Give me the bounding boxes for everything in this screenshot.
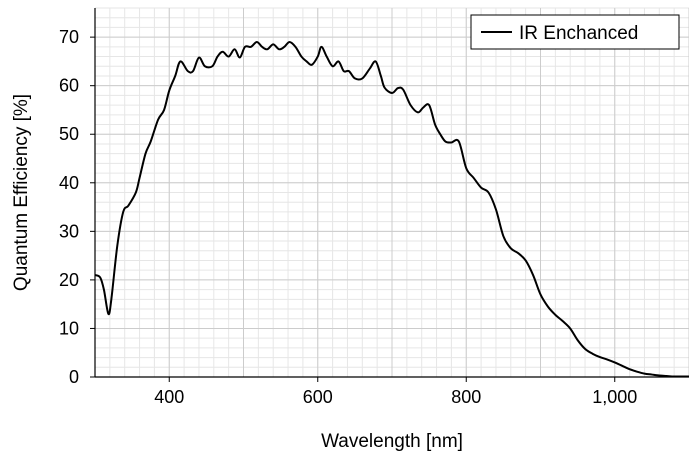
x-tick-label: 800 <box>451 387 481 407</box>
x-tick-label: 1,000 <box>592 387 637 407</box>
y-tick-label: 50 <box>59 124 79 144</box>
y-tick-label: 0 <box>69 367 79 387</box>
y-tick-label: 30 <box>59 221 79 241</box>
legend-label: IR Enchanced <box>519 23 638 44</box>
y-axis-title: Quantum Efficiency [%] <box>11 94 32 291</box>
legend: IR Enchanced <box>470 14 680 50</box>
tick-labels: 400 600 800 1,000 0 10 20 30 40 50 60 70 <box>59 27 637 407</box>
y-tick-label: 20 <box>59 270 79 290</box>
x-tick-label: 400 <box>154 387 184 407</box>
x-axis-title: Wavelength [nm] <box>321 431 463 452</box>
axes <box>90 8 689 382</box>
y-tick-label: 60 <box>59 76 79 96</box>
series-line-0 <box>94 40 689 378</box>
y-tick-label: 70 <box>59 27 79 47</box>
series-layer <box>94 40 689 378</box>
y-tick-label: 10 <box>59 318 79 338</box>
y-tick-label: 40 <box>59 173 79 193</box>
x-tick-label: 600 <box>303 387 333 407</box>
